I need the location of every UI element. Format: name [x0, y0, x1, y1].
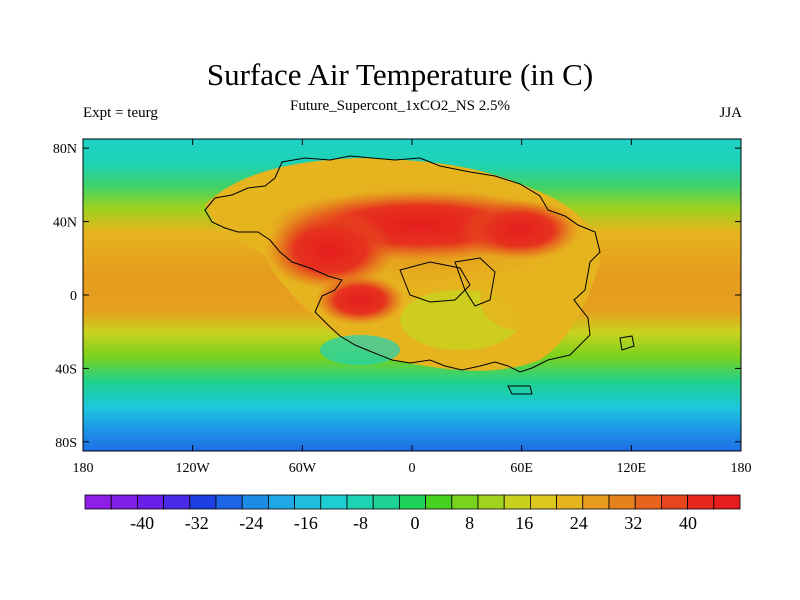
lon-tick-label: 60E: [510, 461, 533, 476]
colorbar-label: -24: [239, 513, 263, 533]
colorbar-label: -40: [130, 513, 154, 533]
lat-tick-label: 80N: [53, 142, 77, 157]
colorbar-label: 40: [679, 513, 697, 533]
experiment-label: Expt = teurg: [83, 105, 158, 121]
colorbar-swatch: [267, 494, 295, 510]
colorbar-swatch: [687, 494, 715, 510]
colorbar-swatch: [241, 494, 269, 510]
lon-tick-label: 120W: [176, 461, 211, 476]
colorbar-swatch: [372, 494, 400, 510]
colorbar: -40 -32 -24 -16 -8 0 8 16 24 32 40: [84, 494, 741, 533]
lat-tick-label: 40S: [55, 362, 77, 377]
colorbar-swatch: [477, 494, 505, 510]
lon-tick-label: 0: [409, 461, 416, 476]
lat-tick-label: 0: [70, 289, 77, 304]
colorbar-swatch: [425, 494, 453, 510]
colorbar-swatch: [189, 494, 217, 510]
map-title: Surface Air Temperature (in C): [206, 57, 594, 92]
colorbar-swatch: [503, 494, 531, 510]
map-axis-ticks: 80N 40N 0 40S 80S 180 120W 60W 0 60E 120E 180: [53, 139, 752, 476]
colorbar-label: 32: [624, 513, 642, 533]
lat-tick-label: 40N: [53, 216, 77, 231]
lon-tick-label: 60W: [289, 461, 317, 476]
colorbar-swatch: [163, 494, 191, 510]
colorbar-swatch: [136, 494, 164, 510]
season-label: JJA: [719, 105, 742, 121]
colorbar-swatch: [556, 494, 584, 510]
colorbar-swatch: [661, 494, 689, 510]
colorbar-swatch: [530, 494, 558, 510]
colorbar-swatch: [84, 494, 112, 510]
colorbar-label: 0: [411, 513, 420, 533]
colorbar-swatch: [320, 494, 348, 510]
colorbar-label: -16: [294, 513, 318, 533]
temperature-field: [83, 139, 741, 451]
colorbar-swatch: [215, 494, 243, 510]
colorbar-label: -32: [185, 513, 209, 533]
colorbar-label: -8: [353, 513, 368, 533]
lon-tick-label: 180: [731, 461, 752, 476]
colorbar-label: 24: [570, 513, 588, 533]
lat-tick-label: 80S: [55, 436, 77, 451]
colorbar-swatch: [451, 494, 479, 510]
colorbar-swatch: [634, 494, 662, 510]
colorbar-swatch: [346, 494, 374, 510]
lon-tick-label: 120E: [617, 461, 647, 476]
lon-tick-label: 180: [73, 461, 94, 476]
colorbar-label: 16: [515, 513, 533, 533]
colorbar-swatch: [608, 494, 636, 510]
colorbar-swatch: [713, 494, 741, 510]
colorbar-label: 8: [465, 513, 474, 533]
colorbar-swatch: [294, 494, 322, 510]
colorbar-swatch: [398, 494, 426, 510]
colorbar-swatch: [582, 494, 610, 510]
map-subtitle: Future_Supercont_1xCO2_NS 2.5%: [290, 98, 510, 114]
colorbar-swatch: [110, 494, 138, 510]
